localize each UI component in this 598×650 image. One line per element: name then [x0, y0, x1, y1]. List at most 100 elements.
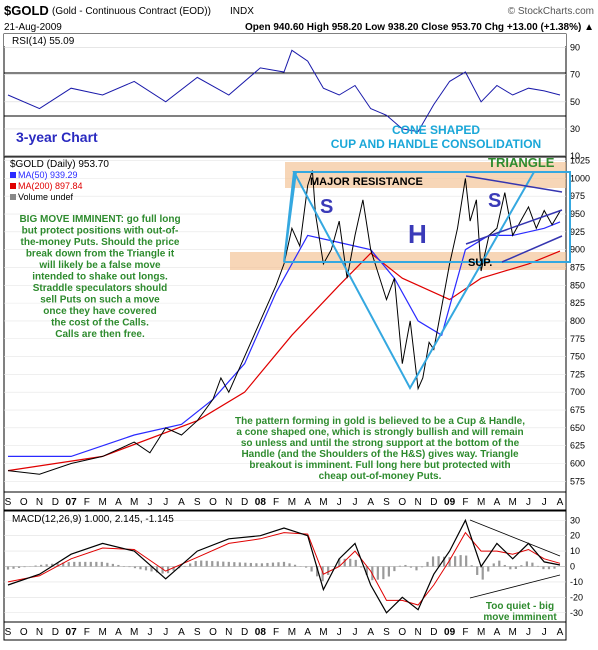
x-axis-label: D [430, 627, 437, 638]
big-move-line: sell Puts on such a move [40, 295, 160, 306]
x-axis-label: S [5, 627, 12, 638]
rsi-panel: RSI(14) 55.09 90 70 50 30 10 3-year Chart CO… [3, 33, 580, 161]
gold-price-line [7, 170, 561, 475]
x-axis-label: A [115, 497, 122, 508]
x-axis-label: A [178, 497, 185, 508]
x-axis-label: A [178, 627, 185, 638]
cone-shaped-note: CONE SHAPED [392, 123, 480, 137]
x-axis-label: S [194, 627, 201, 638]
x-axis-label: N [36, 627, 43, 638]
x-axis-label: J [147, 497, 152, 508]
price-tick-label: 700 [570, 387, 585, 397]
big-move-line: the-money Puts. Should the price [21, 237, 180, 248]
x-axis-label: M [509, 497, 517, 508]
x-axis-label: J [352, 627, 357, 638]
x-axis-label: A [115, 627, 122, 638]
price-tick-label: 600 [570, 458, 585, 468]
x-axis-label: 09 [444, 497, 456, 508]
x-axis-label: D [52, 627, 59, 638]
x-axis-label: A [557, 627, 564, 638]
x-axis-label: A [494, 497, 501, 508]
x-axis-label: O [209, 627, 217, 638]
macd-tick-label: 10 [570, 546, 580, 556]
rsi-tick-label: 10 [570, 151, 580, 161]
price-tick-label: 775 [570, 334, 585, 344]
x-axis-label: D [52, 497, 59, 508]
x-axis: S O N D 07 F M A M J J A S O N D 08 F M A M J J A S O N D 09 F M A M J J A [5, 497, 564, 508]
x-axis-label: A [367, 627, 374, 638]
x-axis-label: F [84, 497, 90, 508]
legend-ma50-swatch [10, 172, 16, 178]
macd-axis: 30 20 10 0 -10 -20 -30 [570, 515, 583, 618]
x-axis-label: J [337, 497, 342, 508]
price-tick-label: 575 [570, 476, 585, 486]
bottom-axis-frame [3, 621, 567, 641]
copyright-label: © StockCharts.com [508, 6, 594, 17]
rsi-label-bg [4, 34, 566, 46]
quiet-note-line2: move imminent [483, 612, 557, 623]
left-shoulder-label: S [320, 196, 333, 218]
big-move-line: but protect positions with out-of- [22, 226, 179, 237]
x-axis-label: M [98, 627, 106, 638]
macd-tick-label: 30 [570, 515, 580, 525]
rsi-axis: 90 70 50 30 10 [570, 43, 580, 161]
head-label: H [408, 219, 427, 249]
x-axis-label: J [337, 627, 342, 638]
price-tick-label: 1025 [570, 156, 590, 166]
triangle-upper-line [465, 175, 563, 193]
x-axis-label: M [130, 497, 138, 508]
x-axis-label: J [542, 627, 547, 638]
ma50-line [8, 221, 561, 457]
x-axis-label: 08 [255, 627, 267, 638]
exchange-label: INDX [230, 6, 254, 17]
x-axis-label: A [557, 497, 564, 508]
macd-tick-label: 0 [570, 562, 575, 572]
x-axis-label: F [462, 627, 468, 638]
x-axis-label: D [241, 627, 248, 638]
x-axis-label: A [367, 497, 374, 508]
macd-label: MACD(12,26,9) 1.000, 2.145, -1.145 [12, 514, 174, 525]
support-label: SUP. [468, 257, 492, 269]
x-axis-label: A [304, 627, 311, 638]
x-axis-label: O [398, 497, 406, 508]
quiet-note-line1: Too quiet - big [486, 601, 554, 612]
symbol-title: $GOLD [4, 3, 49, 18]
macd-histogram [6, 555, 556, 582]
x-axis-label: O [209, 497, 217, 508]
legend-gold: $GOLD (Daily) 953.70 [10, 159, 109, 170]
x-axis-label: J [147, 627, 152, 638]
pattern-annotation: The pattern forming in gold is believed … [235, 416, 525, 482]
pattern-line: so unless and until the strong support a… [241, 438, 520, 449]
support-trend-line [501, 235, 563, 263]
macd-tick-label: 20 [570, 531, 580, 541]
price-tick-label: 850 [570, 280, 585, 290]
rsi-tick-label: 90 [570, 43, 580, 53]
price-gridlines [4, 160, 566, 482]
price-tick-label: 725 [570, 369, 585, 379]
x-axis-label: F [84, 627, 90, 638]
big-move-line: Calls are then free. [55, 329, 145, 340]
price-tick-label: 800 [570, 316, 585, 326]
x-axis-label: M [509, 627, 517, 638]
symbol-description: (Gold - Continuous Contract (EOD)) [52, 6, 211, 17]
x-axis-label: F [462, 497, 468, 508]
x-axis-label: D [241, 497, 248, 508]
right-shoulder-label: S [488, 190, 501, 212]
x-axis-label: J [526, 627, 531, 638]
big-move-line: the cost of the Calls. [51, 318, 149, 329]
x-axis-label: J [542, 497, 547, 508]
x-axis-label: M [477, 627, 485, 638]
cup-handle-note: CUP AND HANDLE CONSOLIDATION [331, 137, 541, 151]
price-tick-label: 625 [570, 441, 585, 451]
rsi-tick-label: 70 [570, 70, 580, 80]
rsi-frame [3, 33, 567, 157]
price-tick-label: 900 [570, 245, 585, 255]
legend-ma200: MA(200) 897.84 [18, 181, 83, 191]
price-legend: $GOLD (Daily) 953.70 MA(50) 939.29 MA(20… [10, 159, 109, 202]
pattern-line: The pattern forming in gold is believed … [235, 416, 525, 427]
x-axis-label: J [163, 497, 168, 508]
x-axis-label: N [414, 627, 421, 638]
x-axis-label: S [5, 497, 12, 508]
rsi-gridlines [4, 47, 566, 157]
